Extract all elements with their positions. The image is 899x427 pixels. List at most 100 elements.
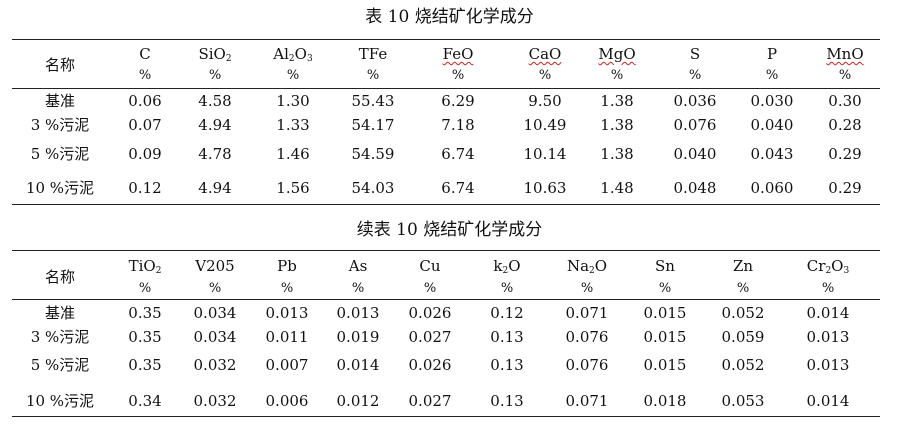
- column-header: SiO2: [155, 45, 275, 68]
- column-header: k2O: [447, 257, 567, 280]
- column-unit: %: [658, 281, 672, 296]
- column-header-rest: O: [831, 257, 844, 275]
- table-cell: 1.46: [276, 145, 310, 163]
- column-header: Cr2O3: [768, 257, 888, 280]
- column-header-text: Cu: [419, 257, 440, 275]
- column-header-text: Na2O: [567, 257, 608, 276]
- table1-title: 表 10 烧结矿化学成分: [365, 7, 534, 27]
- column-unit: %: [580, 281, 594, 296]
- name-header: 名称: [44, 56, 75, 74]
- column-header-rest: O: [294, 45, 307, 63]
- table1-bottom-rule: [12, 204, 880, 205]
- column-header-text: SiO2: [198, 45, 231, 64]
- column-header: V205: [155, 257, 275, 275]
- table-cell: 0.076: [565, 328, 609, 346]
- table-cell: 0.29: [828, 179, 862, 197]
- table-cell: 0.013: [806, 356, 850, 374]
- column-header-text: MnO: [826, 45, 863, 63]
- table-cell: 0.036: [673, 92, 717, 110]
- table-cell: 4.58: [198, 92, 232, 110]
- table-cell: 0.012: [336, 392, 380, 410]
- column-header: TiO2: [85, 257, 205, 280]
- column-unit: %: [765, 68, 779, 83]
- table-cell: 54.17: [351, 116, 395, 134]
- table-cell: 0.053: [721, 392, 765, 410]
- column-header-subscript: 2: [502, 266, 509, 276]
- column-header-text: Zn: [733, 257, 753, 275]
- table2-top-rule: [12, 250, 880, 251]
- column-header-base: Cu: [419, 257, 441, 275]
- table-cell: 0.29: [828, 145, 862, 163]
- column-header-subscript: 2: [155, 266, 162, 276]
- column-header-text: Sn: [655, 257, 675, 275]
- table-cell: 0.076: [565, 356, 609, 374]
- table-cell: 0.35: [128, 304, 162, 322]
- column-header-base: P: [766, 45, 778, 63]
- table-cell: 0.013: [806, 328, 850, 346]
- column-unit: %: [688, 68, 702, 83]
- table-cell: 0.014: [336, 356, 380, 374]
- table-cell: 0.06: [128, 92, 162, 110]
- table-cell: 1.38: [600, 92, 634, 110]
- column-header-subscript: 3: [843, 266, 850, 276]
- column-header-text: Al2O3: [273, 45, 312, 64]
- column-header-text: P: [767, 45, 777, 63]
- table-cell: 0.011: [265, 328, 309, 346]
- column-unit: %: [838, 68, 852, 83]
- table-cell: 0.013: [336, 304, 380, 322]
- table-cell: 1.56: [276, 179, 310, 197]
- table-cell: 0.13: [490, 328, 524, 346]
- table-cell: 6.74: [441, 145, 475, 163]
- row-label: 10 %污泥: [25, 392, 95, 410]
- table-cell: 10.14: [523, 145, 567, 163]
- column-unit: %: [208, 68, 222, 83]
- column-header-text: As: [349, 257, 368, 275]
- table-cell: 0.007: [265, 356, 309, 374]
- column-header: C: [85, 45, 205, 63]
- column-header: Zn: [683, 257, 803, 275]
- column-header-base: SiO: [198, 45, 226, 63]
- table-cell: 0.12: [490, 304, 524, 322]
- table-cell: 6.29: [441, 92, 475, 110]
- column-header: Cu: [370, 257, 490, 275]
- column-header-text: Cr2O3: [807, 257, 850, 276]
- column-header-text: FeO: [443, 45, 474, 63]
- column-header-text: V205: [195, 257, 234, 275]
- table-cell: 1.48: [600, 179, 634, 197]
- column-header-text: Pb: [277, 257, 297, 275]
- table2-header-rule: [12, 299, 880, 300]
- table-cell: 0.014: [806, 304, 850, 322]
- table-cell: 0.13: [490, 392, 524, 410]
- table-cell: 0.040: [673, 145, 717, 163]
- row-label: 5 %污泥: [30, 356, 90, 374]
- table-cell: 0.043: [750, 145, 794, 163]
- table2-title: 续表 10 烧结矿化学成分: [356, 220, 543, 240]
- table-cell: 1.30: [276, 92, 310, 110]
- column-header-subscript: 2: [825, 266, 832, 276]
- column-unit: %: [138, 68, 152, 83]
- table-cell: 0.040: [750, 116, 794, 134]
- column-unit: %: [286, 68, 300, 83]
- column-header-base: TFe: [358, 45, 388, 63]
- table-cell: 0.030: [750, 92, 794, 110]
- table-cell: 0.071: [565, 304, 609, 322]
- table-cell: 0.09: [128, 145, 162, 163]
- row-label: 10 %污泥: [25, 179, 95, 197]
- table-cell: 0.015: [643, 328, 687, 346]
- table-cell: 1.38: [600, 145, 634, 163]
- table2-bottom-rule: [12, 416, 880, 417]
- table-cell: 0.027: [408, 392, 452, 410]
- column-header-text: TFe: [359, 45, 387, 63]
- column-header: S: [635, 45, 755, 63]
- column-header: Sn: [605, 257, 725, 275]
- table-cell: 0.032: [193, 356, 237, 374]
- table-cell: 0.034: [193, 328, 237, 346]
- row-label: 3 %污泥: [30, 116, 90, 134]
- column-header: Na2O: [527, 257, 647, 280]
- column-header-text: C: [139, 45, 150, 63]
- table1-top-rule: [12, 39, 880, 40]
- row-label: 基准: [44, 92, 75, 110]
- table-cell: 0.013: [265, 304, 309, 322]
- column-unit: %: [280, 281, 294, 296]
- column-header-rest: O: [594, 257, 608, 275]
